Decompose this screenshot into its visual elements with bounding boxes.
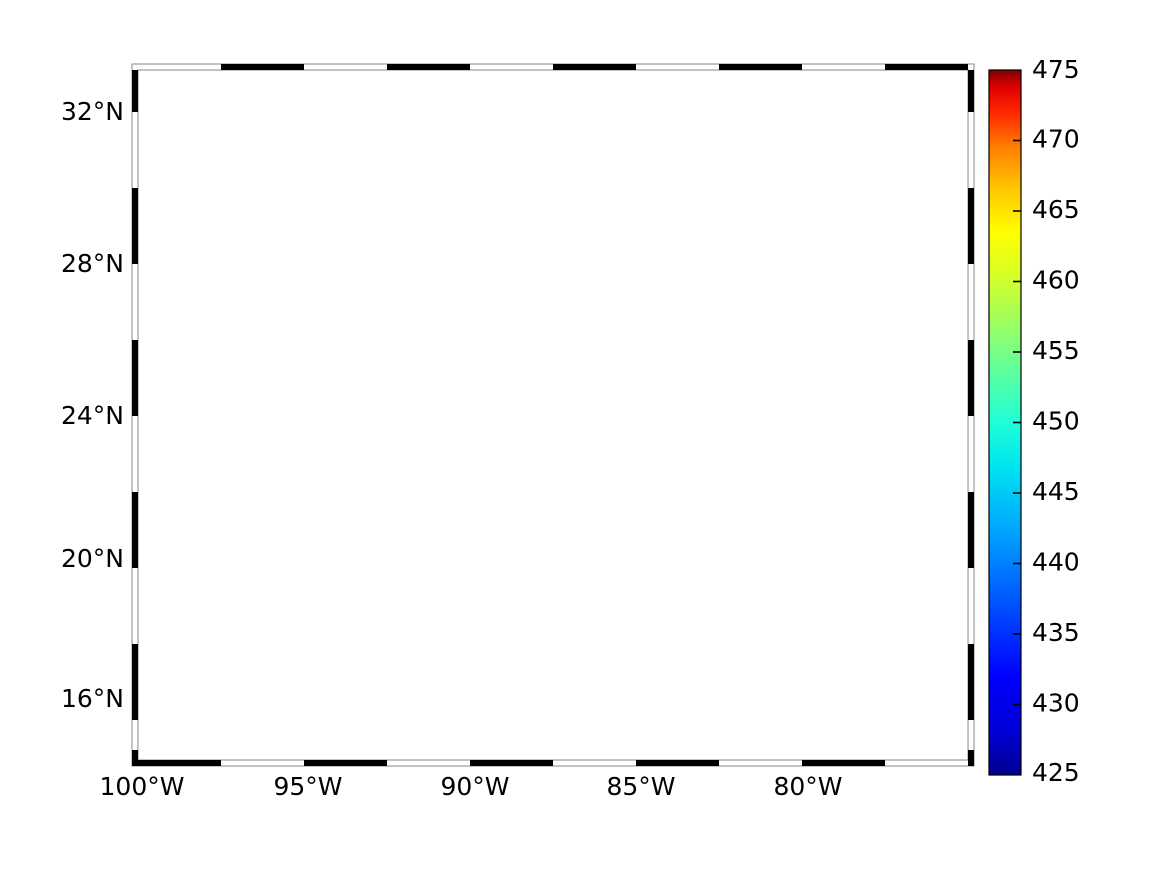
colorbar-tick-label: 425 (1032, 758, 1080, 787)
colorbar-tick-label: 460 (1032, 266, 1080, 295)
colorbar-tick-label: 440 (1032, 548, 1080, 577)
x-tick-label: 80°W (773, 772, 842, 801)
colorbar-tick-labels: 475 470 465 460 455 450 445 440 435 430 … (1032, 55, 1080, 787)
x-tick-label: 100°W (100, 772, 185, 801)
y-tick-label: 16°N (61, 684, 124, 713)
colorbar-tick-label: 455 (1032, 336, 1080, 365)
y-tick-label: 28°N (61, 249, 124, 278)
colorbar-tick-label: 430 (1032, 689, 1080, 718)
x-tick-label: 90°W (440, 772, 509, 801)
x-tick-label: 85°W (606, 772, 675, 801)
y-tick-label: 32°N (61, 97, 124, 126)
colorbar-tick-label: 435 (1032, 618, 1080, 647)
x-axis-tick-labels: 100°W 95°W 90°W 85°W 80°W (100, 772, 843, 801)
map-plot-area: 32°N 28°N 24°N 20°N 16°N 100°W 95°W 90°W… (61, 63, 975, 801)
colorbar: 475 470 465 460 455 450 445 440 435 430 … (988, 55, 1080, 787)
colorbar-tick-label: 470 (1032, 125, 1080, 154)
y-axis-tick-labels: 32°N 28°N 24°N 20°N 16°N (61, 97, 124, 713)
colorbar-tick-label: 475 (1032, 55, 1080, 84)
y-tick-label: 20°N (61, 544, 124, 573)
colorbar-tick-label: 445 (1032, 477, 1080, 506)
colorbar-tick-label: 465 (1032, 195, 1080, 224)
x-tick-label: 95°W (273, 772, 342, 801)
map-frame (131, 63, 975, 767)
colorbar-tick-label: 450 (1032, 407, 1080, 436)
colorbar-ticks (1013, 139, 1021, 706)
y-tick-label: 24°N (61, 401, 124, 430)
